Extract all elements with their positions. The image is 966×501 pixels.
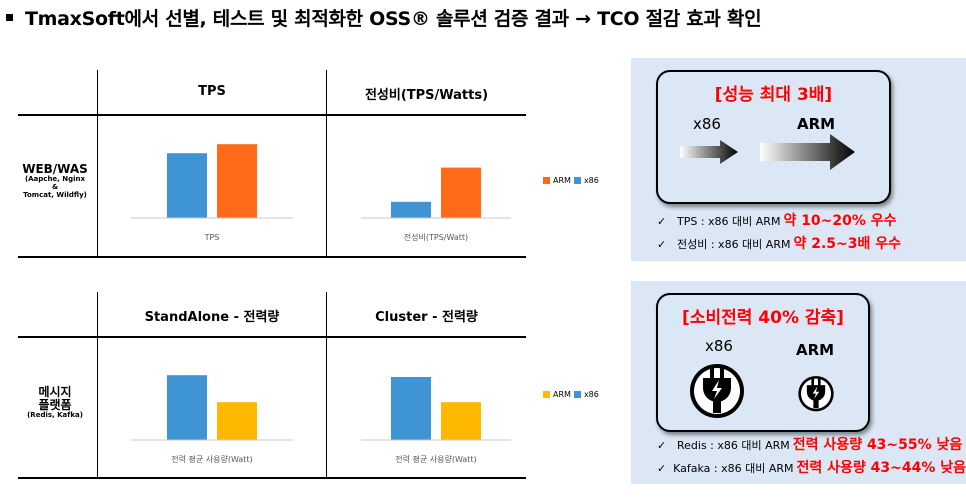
performance-heading: [성능 최대 3배]	[714, 85, 833, 105]
bar-x86	[167, 153, 207, 218]
legend-table1: ARM x86	[540, 176, 599, 185]
category-label: 전성비(TPS/Watt)	[404, 232, 468, 242]
table2-row-label: 메시지 플랫폼 (Redis, Kafka)	[14, 385, 96, 420]
legend-swatch-arm	[543, 391, 550, 398]
checkmark-icon: ✓	[657, 439, 667, 452]
bar-arm	[217, 144, 257, 218]
legend-swatch-x86	[573, 391, 581, 398]
bullet-text: Kafaka : x86 대비 ARM	[673, 462, 794, 475]
legend-swatch-x86	[573, 177, 581, 184]
row-sub-1: (Aapche, Nginx	[24, 175, 86, 184]
small-plug-icon	[798, 375, 834, 412]
panel2-arm-label: ARM	[796, 341, 835, 359]
row-sub-2: &	[51, 182, 59, 191]
table1-divider-mid	[326, 70, 327, 256]
row-label-message: 메시지	[38, 385, 72, 399]
panel1-bullet-2: ✓ 전성비 : x86 대비 ARM 약 2.5~3배 우수	[657, 233, 901, 253]
table2-header-rule	[18, 336, 526, 338]
panel1-bullet-1: ✓ TPS : x86 대비 ARM 약 10~20% 우수	[657, 210, 897, 230]
table1-header-efficiency: 전성비(TPS/Watts)	[364, 88, 489, 103]
table2-bottom-rule	[18, 477, 526, 479]
large-plug-icon	[690, 364, 744, 418]
legend-swatch-arm	[543, 177, 550, 184]
bar-x86	[391, 201, 431, 218]
legend-label-x86: x86	[583, 390, 599, 399]
panel2-bullet-1: ✓ Redis : x86 대비 ARM 전력 사용량 43~55% 낮음	[657, 434, 966, 454]
bar-arm	[217, 402, 257, 440]
legend-label-arm: ARM	[553, 176, 571, 185]
power-heading: [소비전력 40% 감축]	[682, 308, 844, 328]
chart-efficiency: 전성비(TPS/Watt)	[361, 167, 511, 242]
bullet-highlight: 전력 사용량 43~55% 낮음	[792, 437, 963, 453]
bar-arm	[441, 402, 481, 440]
table2-divider-left	[97, 292, 98, 478]
bullet-highlight: 약 2.5~3배 우수	[793, 236, 902, 252]
table2-divider-mid	[326, 292, 327, 478]
bullet-highlight: 전력 사용량 43~44% 낮음	[796, 460, 966, 476]
bullet-text: TPS : x86 대비 ARM	[677, 215, 781, 228]
page-title: TmaxSoft에서 선별, 테스트 및 최적화한 OSS® 솔루션 검증 결과…	[6, 4, 762, 31]
power-callout	[656, 293, 870, 432]
chart-tps: TPS	[131, 144, 293, 242]
bullet-icon	[6, 14, 13, 21]
table1-divider-left	[97, 70, 98, 256]
checkmark-icon: ✓	[657, 238, 667, 251]
large-arrow-icon	[760, 134, 855, 170]
table1-row-label: WEB/WAS (Aapche, Nginx & Tomcat, Wildfly…	[14, 162, 96, 199]
table2-header-cluster: Cluster - 전력량	[375, 310, 478, 325]
performance-callout	[656, 70, 891, 204]
panel2-x86-label: x86	[705, 337, 733, 355]
row-label-platform: 플랫폼	[38, 398, 72, 413]
bullet-text: 전성비 : x86 대비 ARM	[677, 238, 791, 251]
row-sub-3: Tomcat, Wildfly)	[23, 190, 87, 199]
bar-x86	[391, 377, 431, 440]
legend-label-x86: x86	[583, 176, 599, 185]
chart-cluster-power: 전력 평균 사용량(Watt)	[361, 377, 511, 464]
checkmark-icon: ✓	[657, 462, 667, 475]
table1-header-rule	[18, 114, 526, 116]
panel1-arm-label: ARM	[797, 115, 836, 133]
table1-header-tps: TPS	[198, 84, 226, 99]
row-sub-redis-kafka: (Redis, Kafka)	[27, 411, 83, 420]
category-label: 전력 평균 사용량(Watt)	[395, 454, 476, 464]
bullet-text: Redis : x86 대비 ARM	[677, 439, 790, 452]
legend-label-arm: ARM	[553, 390, 571, 399]
legend-table2: ARM x86	[540, 390, 599, 399]
row-label-webwas: WEB/WAS	[22, 162, 88, 176]
small-arrow-icon	[680, 140, 738, 164]
page-title-text: TmaxSoft에서 선별, 테스트 및 최적화한 OSS® 솔루션 검증 결과…	[25, 8, 762, 30]
checkmark-icon: ✓	[657, 215, 667, 228]
category-label: 전력 평균 사용량(Watt)	[171, 454, 252, 464]
bullet-highlight: 약 10~20% 우수	[783, 213, 897, 229]
table1-bottom-rule	[18, 256, 526, 258]
panel2-bullet-2: ✓ Kafaka : x86 대비 ARM 전력 사용량 43~44% 낮음	[657, 457, 966, 477]
panel1-x86-label: x86	[693, 115, 721, 133]
table2-header-standalone: StandAlone - 전력량	[144, 310, 280, 325]
bar-x86	[167, 375, 207, 440]
category-label: TPS	[204, 233, 220, 242]
bar-arm	[441, 167, 481, 218]
chart-standalone-power: 전력 평균 사용량(Watt)	[131, 375, 293, 464]
